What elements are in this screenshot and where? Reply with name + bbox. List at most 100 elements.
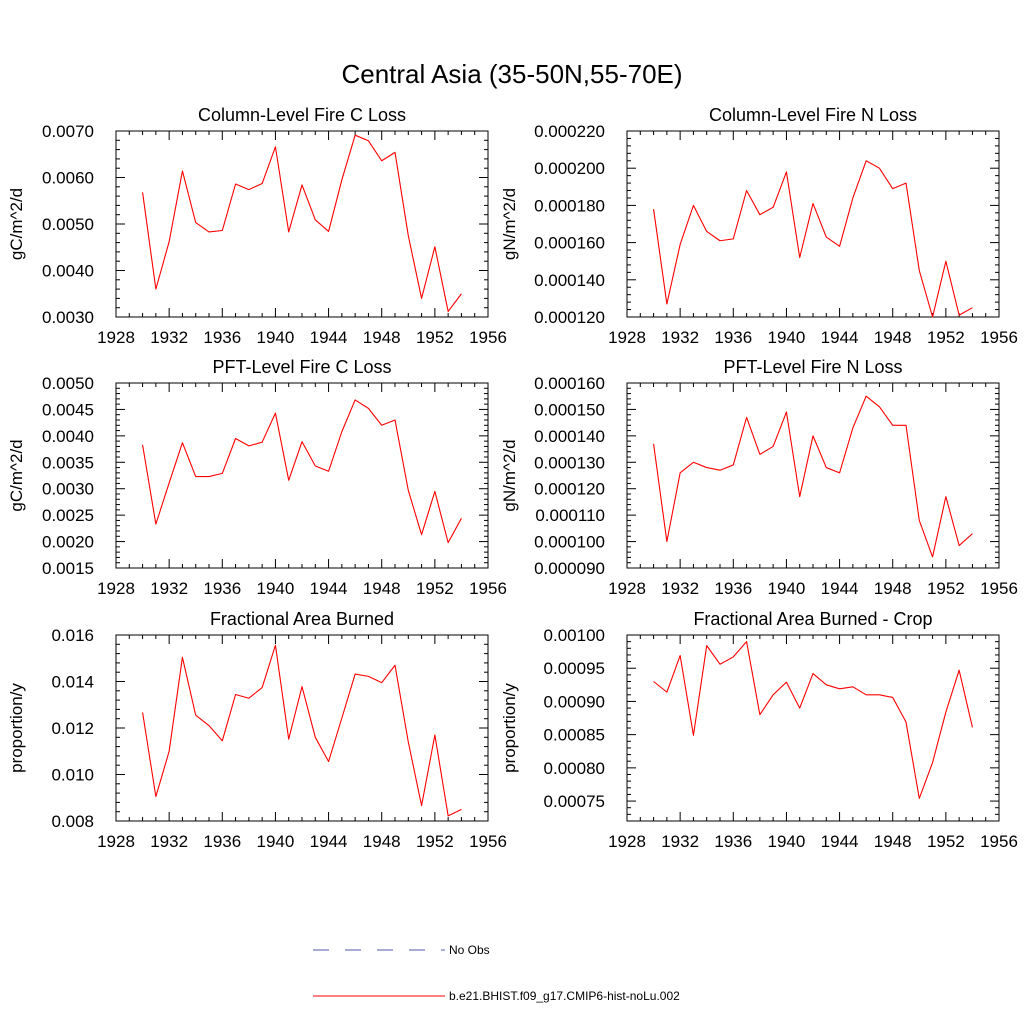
y-tick-label: 0.00100 — [544, 626, 605, 645]
y-tick-label: 0.000180 — [534, 196, 605, 215]
y-tick-label: 0.000120 — [534, 480, 605, 499]
series-line — [142, 134, 462, 312]
y-axis-label: gC/m^2/d — [7, 188, 26, 260]
x-tick-label: 1944 — [310, 328, 348, 347]
y-axis-label: gN/m^2/d — [500, 439, 519, 511]
y-tick-label: 0.0020 — [42, 533, 94, 552]
x-tick-label: 1956 — [980, 832, 1018, 851]
x-tick-label: 1940 — [257, 579, 295, 598]
x-tick-label: 1952 — [416, 579, 454, 598]
y-tick-label: 0.000100 — [534, 533, 605, 552]
plot-frame — [115, 130, 489, 318]
y-tick-label: 0.0035 — [42, 453, 94, 472]
y-tick-label: 0.000220 — [534, 122, 605, 141]
x-tick-label: 1948 — [874, 328, 912, 347]
plot-frame — [115, 634, 489, 822]
legend-label-no-obs: No Obs — [449, 943, 490, 957]
x-tick-label: 1940 — [257, 832, 295, 851]
x-tick-label: 1948 — [874, 579, 912, 598]
series-line — [142, 399, 462, 544]
x-tick-label: 1940 — [768, 832, 806, 851]
y-tick-label: 0.008 — [51, 812, 94, 831]
y-tick-label: 0.000140 — [534, 271, 605, 290]
x-tick-label: 1952 — [927, 832, 965, 851]
x-tick-label: 1948 — [363, 328, 401, 347]
x-tick-label: 1956 — [469, 832, 507, 851]
x-tick-label: 1928 — [97, 832, 135, 851]
y-tick-label: 0.000150 — [534, 400, 605, 419]
panel-title: Fractional Area Burned - Crop — [693, 609, 932, 629]
y-tick-label: 0.000090 — [534, 559, 605, 578]
chart-panel-3: PFT-Level Fire C Loss 1928 1932 1936 1940 194… — [7, 357, 507, 598]
y-tick-label: 0.0030 — [42, 480, 94, 499]
x-tick-label: 1932 — [150, 832, 188, 851]
plot-frame — [626, 130, 1000, 318]
y-tick-label: 0.0030 — [42, 308, 94, 327]
x-tick-label: 1952 — [416, 832, 454, 851]
chart-panel-2: Column-Level Fire N Loss 1928 1932 1936 1940… — [500, 105, 1018, 347]
y-tick-label: 0.000120 — [534, 308, 605, 327]
chart-panel-6: Fractional Area Burned - Crop 1928 1932 193… — [500, 609, 1018, 851]
panel-title: Column-Level Fire N Loss — [709, 105, 917, 125]
y-tick-label: 0.0040 — [42, 427, 94, 446]
series-line — [653, 160, 973, 318]
y-tick-label: 0.016 — [51, 626, 94, 645]
x-tick-label: 1928 — [608, 832, 646, 851]
y-tick-label: 0.0070 — [42, 122, 94, 141]
x-tick-label: 1932 — [661, 832, 699, 851]
x-tick-label: 1940 — [257, 328, 295, 347]
y-tick-label: 0.0060 — [42, 169, 94, 188]
x-tick-label: 1956 — [469, 328, 507, 347]
x-tick-label: 1932 — [150, 579, 188, 598]
figure-title: Central Asia (35-50N,55-70E) — [341, 59, 682, 89]
x-tick-label: 1956 — [980, 579, 1018, 598]
x-tick-label: 1936 — [714, 832, 752, 851]
y-tick-label: 0.00090 — [544, 692, 605, 711]
panel-title: Column-Level Fire C Loss — [198, 105, 406, 125]
x-tick-label: 1948 — [874, 832, 912, 851]
x-tick-label: 1956 — [980, 328, 1018, 347]
y-tick-label: 0.000160 — [534, 234, 605, 253]
chart-panel-1: Column-Level Fire C Loss 1928 1932 1936 1940… — [7, 105, 507, 347]
x-tick-label: 1936 — [203, 832, 241, 851]
panel-title: Fractional Area Burned — [210, 609, 394, 629]
y-tick-label: 0.0040 — [42, 262, 94, 281]
y-tick-label: 0.0045 — [42, 400, 94, 419]
x-tick-label: 1928 — [97, 579, 135, 598]
x-tick-label: 1944 — [310, 832, 348, 851]
x-tick-label: 1936 — [203, 328, 241, 347]
y-axis-label: gN/m^2/d — [500, 188, 519, 260]
y-tick-label: 0.000160 — [534, 374, 605, 393]
y-tick-label: 0.014 — [51, 673, 94, 692]
x-tick-label: 1948 — [363, 832, 401, 851]
plot-frame — [626, 382, 1000, 569]
y-tick-label: 0.00080 — [544, 759, 605, 778]
series-line — [142, 644, 462, 817]
x-tick-label: 1940 — [768, 328, 806, 347]
series-line — [653, 395, 973, 558]
x-tick-label: 1936 — [714, 328, 752, 347]
x-tick-label: 1936 — [714, 579, 752, 598]
chart-panels: Column-Level Fire C Loss 1928 1932 1936 1940… — [7, 105, 1018, 851]
figure-legend: No Obs b.e21.BHIST.f09_g17.CMIP6-hist-no… — [313, 943, 680, 1003]
y-tick-label: 0.00085 — [544, 726, 605, 745]
y-axis-label: proportion/y — [500, 683, 519, 773]
y-tick-label: 0.0050 — [42, 215, 94, 234]
y-tick-label: 0.000200 — [534, 159, 605, 178]
x-tick-label: 1936 — [203, 579, 241, 598]
plot-frame — [626, 634, 1000, 822]
y-tick-label: 0.000110 — [535, 506, 605, 525]
y-tick-label: 0.00075 — [544, 792, 605, 811]
x-tick-label: 1928 — [608, 328, 646, 347]
panel-title: PFT-Level Fire N Loss — [723, 357, 902, 377]
series-line — [653, 641, 973, 799]
x-tick-label: 1932 — [150, 328, 188, 347]
x-tick-label: 1928 — [97, 328, 135, 347]
y-tick-label: 0.00095 — [544, 659, 605, 678]
x-tick-label: 1944 — [821, 328, 859, 347]
x-tick-label: 1932 — [661, 328, 699, 347]
x-tick-label: 1952 — [927, 579, 965, 598]
y-tick-label: 0.010 — [51, 766, 94, 785]
y-tick-label: 0.012 — [51, 719, 94, 738]
y-axis-label: gC/m^2/d — [7, 439, 26, 511]
